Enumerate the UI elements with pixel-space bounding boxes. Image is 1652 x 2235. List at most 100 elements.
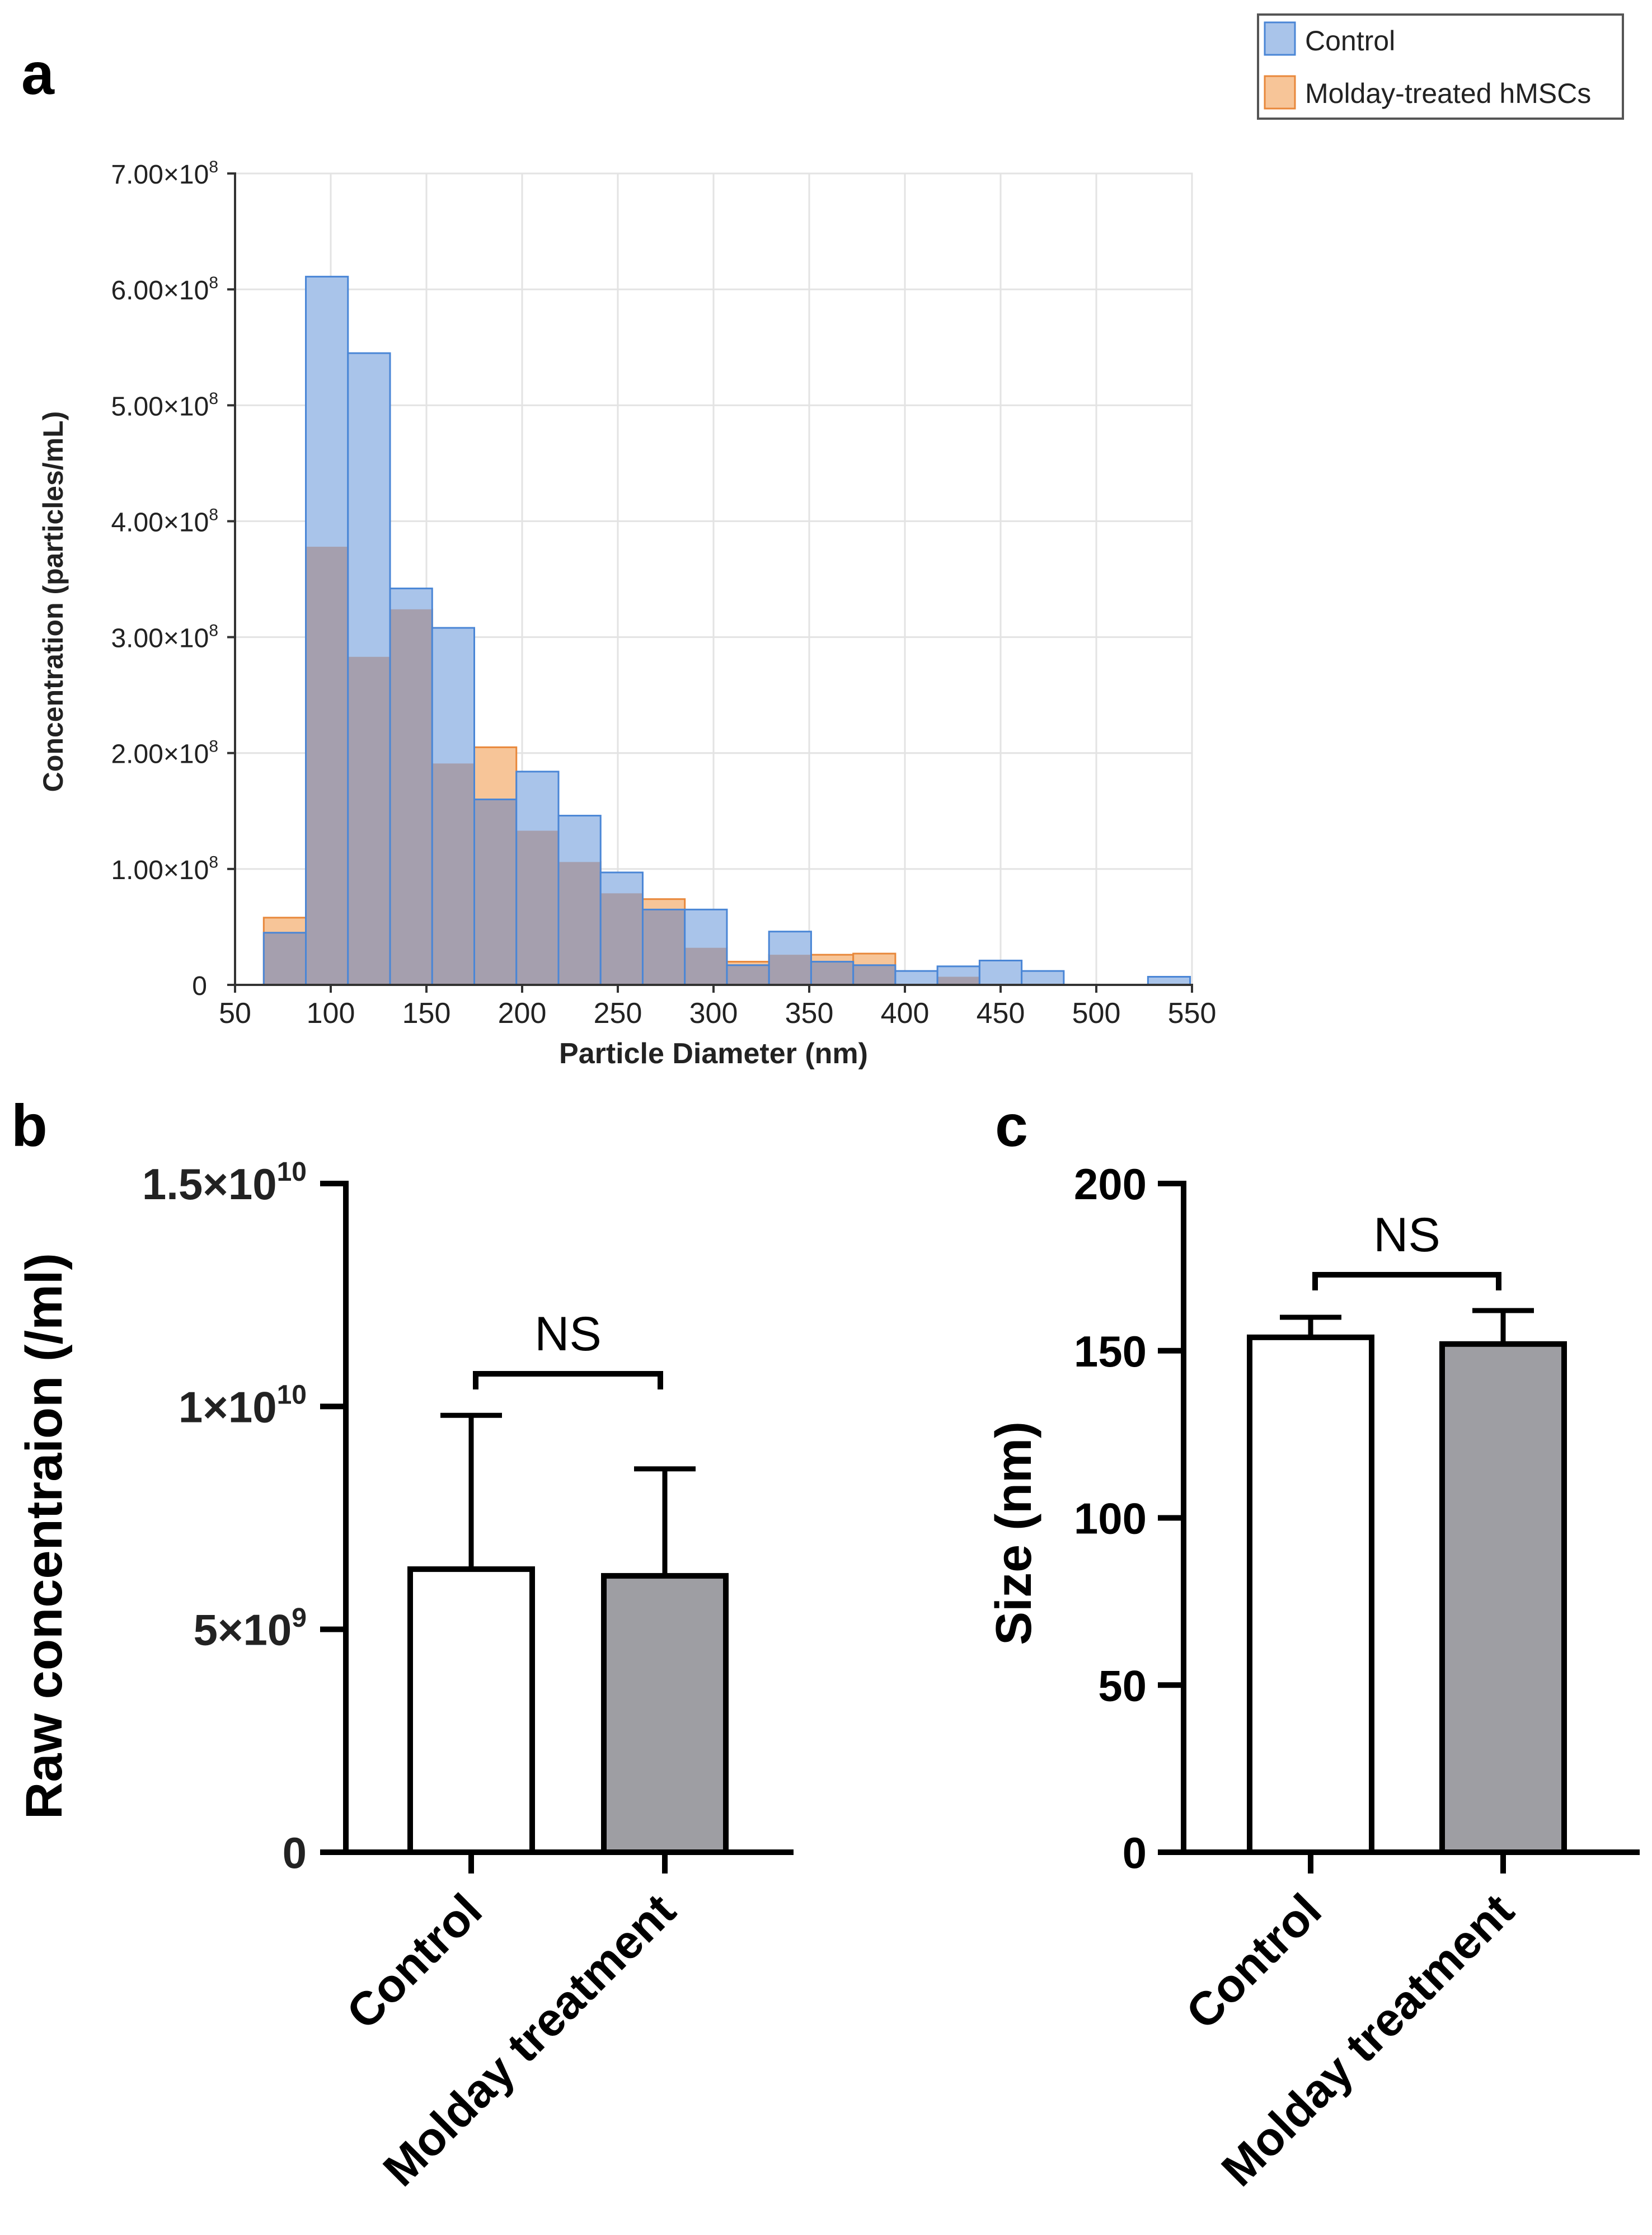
b-y-tick-label-3: 1.5×1010 — [142, 1157, 307, 1209]
overlap-bar-4 — [432, 763, 475, 985]
c-bar-group-1 — [1439, 1308, 1567, 1856]
control-bar-1 — [305, 275, 349, 986]
overlap-bar-1 — [306, 547, 348, 985]
histogram-panel: 50 100 150 200 250 300 350 400 450 500 550 0 1.00×1… — [37, 13, 1624, 1070]
overlap-bar-6 — [516, 830, 559, 985]
x-tick-label-7: 400 — [881, 997, 930, 1030]
panel-label-c: c — [995, 1093, 1028, 1159]
control-bar-8 — [599, 871, 644, 986]
c-bar-0 — [1247, 1334, 1374, 1856]
overlap-bar-7 — [558, 862, 601, 985]
y-tick-label-7-base: 7.00×10 — [111, 160, 209, 190]
control-bar-15 — [894, 970, 938, 986]
y-tick-label-0: 0 — [192, 971, 207, 1001]
y-tick-label-4-base: 4.00×10 — [111, 508, 209, 537]
histogram-legend: Control Molday-treated hMSCs — [1257, 13, 1624, 120]
b-bar-group-1 — [601, 1466, 729, 1855]
histogram-x-axis-label: Particle Diameter (nm) — [559, 1037, 868, 1070]
y-tick-label-6: 6.00×108 — [111, 274, 218, 306]
b-bar-0 — [407, 1566, 535, 1856]
control-bar-7 — [557, 815, 602, 986]
overlap-bar-10 — [684, 947, 727, 985]
x-tick-label-1: 100 — [307, 997, 355, 1030]
x-tick-label-2: 150 — [402, 997, 451, 1030]
control-bar-11 — [726, 964, 770, 986]
c-significance-line — [1312, 1272, 1501, 1290]
b-y-tick-label-0: 0 — [283, 1828, 307, 1877]
b-significance-label: NS — [534, 1307, 601, 1361]
concentration-bars — [407, 1412, 729, 1856]
control-bar-10 — [684, 908, 728, 986]
b-y-tick-label-3-base: 1.5×10 — [142, 1159, 277, 1209]
y-tick-label-3-base: 3.00×10 — [111, 624, 209, 654]
control-bar-9 — [641, 908, 686, 986]
c-significance-label: NS — [1373, 1208, 1440, 1262]
b-significance-line — [473, 1371, 663, 1389]
control-bar-12 — [768, 931, 812, 986]
legend-label-molday: Molday-treated hMSCs — [1305, 78, 1591, 109]
y-tick-label-5-base: 5.00×10 — [111, 392, 209, 421]
b-y-tick-label-2-base: 1×10 — [179, 1382, 277, 1431]
x-tick-label-0: 50 — [219, 997, 251, 1030]
overlap-bar-16 — [937, 976, 980, 985]
control-bar-4 — [431, 627, 476, 986]
size-significance-bracket: NS — [1312, 1208, 1501, 1290]
x-tick-label-6: 350 — [785, 997, 834, 1030]
b-y-tick-label-2: 1×1010 — [179, 1381, 307, 1432]
overlap-bar-14 — [853, 965, 895, 985]
c-y-tick-label-1: 50 — [1098, 1661, 1147, 1710]
panel-label-a: a — [21, 41, 55, 107]
b-y-tick-label-0-base: 0 — [283, 1828, 307, 1877]
x-tick-label-4: 250 — [594, 997, 642, 1030]
y-tick-label-5-exponent: 8 — [209, 389, 218, 408]
overlap-bar-5 — [474, 799, 517, 985]
control-bar-5 — [473, 799, 518, 986]
c-y-tick-label-4: 200 — [1074, 1159, 1147, 1209]
b-y-tick-label-1-exponent: 9 — [292, 1603, 307, 1633]
c-y-tick-label-2: 100 — [1074, 1494, 1147, 1543]
overlap-bar-12 — [769, 955, 811, 985]
overlap-bar-13 — [811, 961, 853, 985]
b-y-tick-label-1: 5×109 — [194, 1603, 307, 1655]
histogram-x-tick-labels: 50 100 150 200 250 300 350 400 450 500 550 — [219, 985, 1216, 1030]
b-y-tick-label-2-exponent: 10 — [277, 1381, 307, 1410]
concentration-y-axis-label: Raw concentraion (/ml) — [16, 1253, 73, 1819]
control-bar-17 — [978, 960, 1023, 986]
y-tick-label-4: 4.00×108 — [111, 505, 218, 537]
control-bar-fill-18 — [1021, 971, 1064, 985]
control-bar-6 — [515, 771, 560, 986]
y-tick-label-3: 3.00×108 — [111, 621, 218, 653]
y-tick-label-6-base: 6.00×10 — [111, 276, 209, 306]
y-tick-label-2: 2.00×108 — [111, 738, 218, 769]
y-tick-label-2-base: 2.00×10 — [111, 740, 209, 769]
c-y-tick-label-0: 0 — [1123, 1828, 1147, 1877]
x-tick-label-8: 450 — [977, 997, 1025, 1030]
x-tick-label-10: 550 — [1168, 997, 1217, 1030]
overlap-bar-9 — [642, 909, 685, 985]
control-bar-3 — [389, 588, 433, 986]
control-bar-13 — [810, 961, 855, 986]
control-bar-2 — [347, 352, 391, 986]
c-bar-1 — [1439, 1341, 1567, 1856]
control-bar-fill-21 — [1148, 976, 1190, 985]
y-tick-label-3-exponent: 8 — [209, 621, 218, 640]
y-tick-label-1-exponent: 8 — [209, 853, 218, 872]
x-tick-label-3: 200 — [498, 997, 547, 1030]
size-y-axis-label: Size (nm) — [986, 1421, 1042, 1645]
size-y-tick-labels: 0 50 100 150 200 — [1074, 1159, 1184, 1877]
c-bar-group-0 — [1247, 1314, 1374, 1856]
c-y-tick-label-3: 150 — [1074, 1327, 1147, 1376]
overlap-bar-0 — [264, 932, 306, 985]
y-tick-label-7-exponent: 8 — [209, 158, 218, 176]
y-tick-label-5: 5.00×108 — [111, 389, 218, 421]
legend-swatch-control — [1264, 21, 1296, 56]
y-tick-label-2-exponent: 8 — [209, 738, 218, 756]
overlap-bar-8 — [600, 893, 643, 985]
control-bar-18 — [1021, 970, 1065, 986]
b-y-tick-label-1-base: 5×10 — [194, 1605, 292, 1655]
size-bars — [1247, 1308, 1567, 1856]
y-tick-label-1: 1.00×108 — [111, 853, 218, 885]
x-tick-label-5: 300 — [689, 997, 738, 1030]
